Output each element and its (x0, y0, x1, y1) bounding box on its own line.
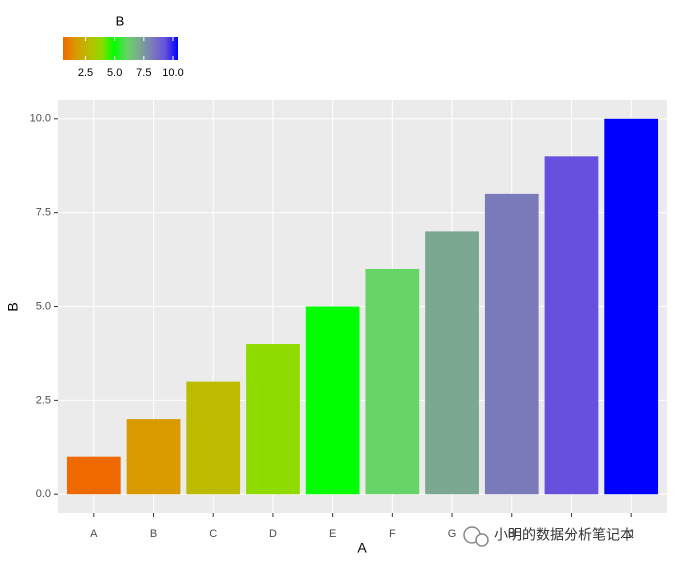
x-tick-label: J (628, 528, 634, 540)
bar (544, 156, 599, 495)
bar (604, 118, 659, 495)
bar (484, 193, 539, 495)
bar (305, 306, 360, 495)
watermark-icon (463, 526, 489, 547)
x-tick-label: D (269, 528, 277, 540)
bar (365, 268, 420, 495)
legend-tick-label: 7.5 (136, 67, 151, 79)
x-tick-label: F (389, 528, 396, 540)
x-tick-label: G (448, 528, 457, 540)
legend-tick-label: 10.0 (162, 67, 183, 79)
legend-tick-label: 5.0 (107, 67, 122, 79)
bar (66, 456, 121, 495)
bar (126, 419, 181, 495)
x-tick-label: A (90, 528, 98, 540)
legend-tick-label: 2.5 (78, 67, 93, 79)
y-tick-label: 2.5 (36, 394, 51, 406)
y-tick-label: 7.5 (36, 207, 51, 219)
bar (186, 381, 241, 495)
x-axis-title: A (357, 540, 367, 556)
x-tick-label: B (150, 528, 157, 540)
y-tick-label: 10.0 (30, 113, 51, 125)
bar (246, 344, 300, 495)
bar (425, 231, 479, 495)
y-tick-label: 0.0 (36, 488, 51, 500)
watermark: 小明的数据分析笔记本 (494, 527, 634, 543)
x-tick-label: H (508, 528, 516, 540)
x-tick-label: C (209, 528, 217, 540)
y-tick-label: 5.0 (36, 300, 51, 312)
colorbar (63, 37, 178, 60)
x-tick-label: I (570, 528, 573, 540)
legend-title: B (116, 13, 125, 28)
y-axis-title: B (5, 302, 21, 311)
x-tick-label: E (329, 528, 336, 540)
